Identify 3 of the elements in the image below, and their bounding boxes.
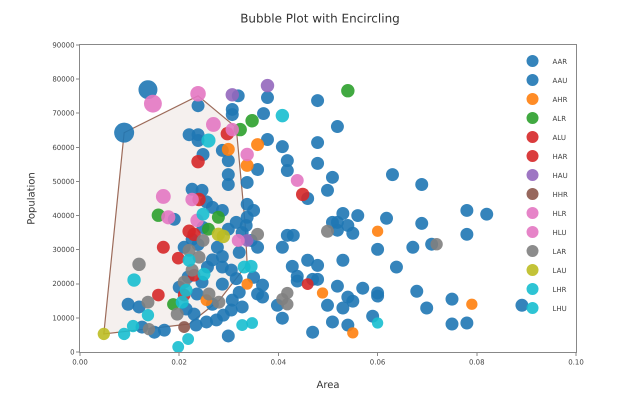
y-axis-title: Population xyxy=(26,172,38,225)
chart-title: Bubble Plot with Encircling xyxy=(240,11,400,26)
x-axis-title: Area xyxy=(316,380,340,391)
